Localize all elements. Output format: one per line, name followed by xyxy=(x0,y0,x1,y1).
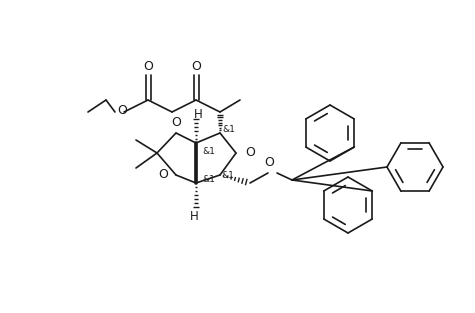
Text: O: O xyxy=(264,156,274,168)
Text: &1: &1 xyxy=(202,175,216,183)
Text: &1: &1 xyxy=(223,125,236,134)
Text: O: O xyxy=(117,105,127,117)
Text: O: O xyxy=(191,59,201,73)
Text: &1: &1 xyxy=(202,146,216,156)
Text: &1: &1 xyxy=(221,171,235,179)
Text: H: H xyxy=(190,209,199,223)
Text: O: O xyxy=(245,146,255,160)
Text: O: O xyxy=(143,59,153,73)
Text: O: O xyxy=(158,168,168,182)
Text: H: H xyxy=(194,107,202,121)
Text: O: O xyxy=(171,115,181,129)
